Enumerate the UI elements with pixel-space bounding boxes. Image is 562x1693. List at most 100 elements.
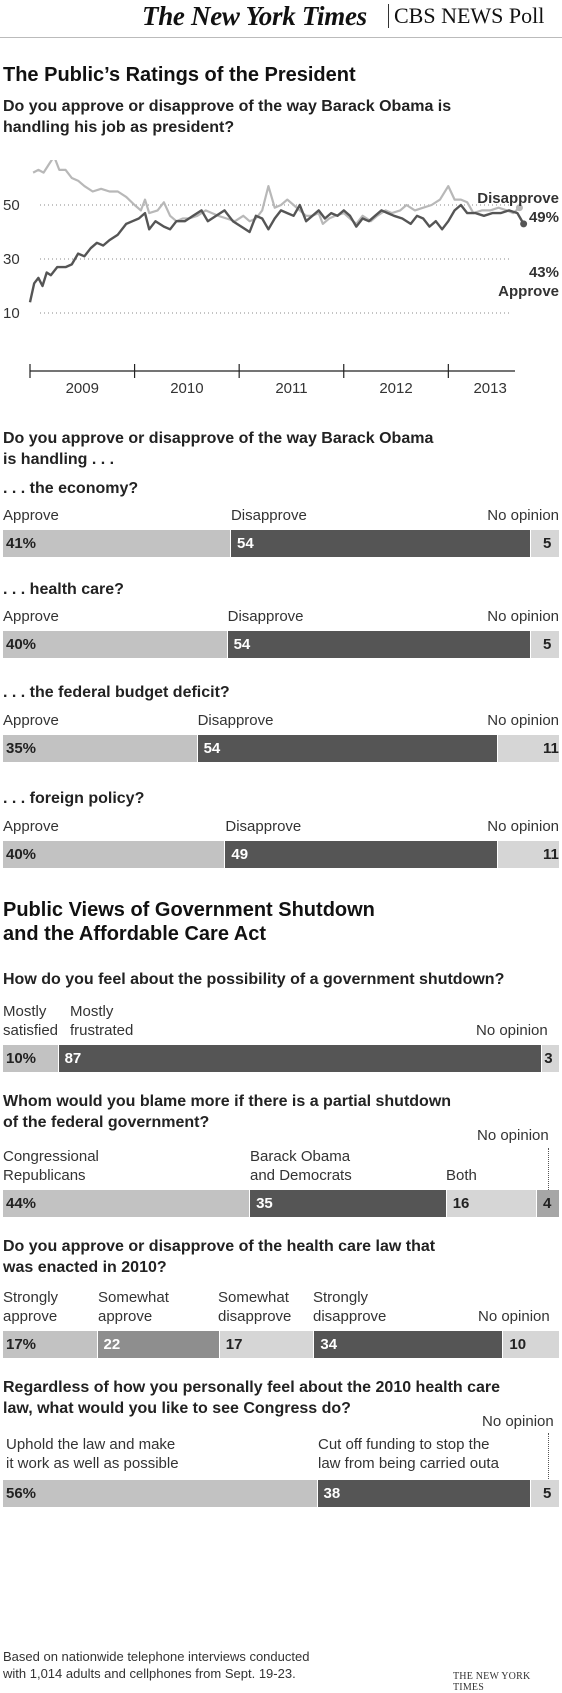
law-question-line1: Do you approve or disapprove of the heal… <box>3 1238 436 1255</box>
approve-line <box>28 203 525 303</box>
blame-bar: 44% 35 16 4 <box>3 1190 559 1217</box>
disapprove-end-dot <box>515 204 523 212</box>
issue-label-no-opinion: No opinion <box>487 507 559 524</box>
law-label-strongly-disapprove-2: disapprove <box>313 1308 387 1325</box>
bar-value-label: 38 <box>323 1485 341 1502</box>
y-tick-label: 50 <box>3 197 20 214</box>
section2-title-line2: and the Affordable Care Act <box>3 923 266 945</box>
issues-question-line1: Do you approve or disapprove of the way … <box>3 430 434 447</box>
disapprove-value: 49% <box>529 209 559 226</box>
bar-segment: 44% <box>3 1190 250 1217</box>
bar-segment: 17% <box>3 1331 97 1358</box>
shutdown-label-frustrated-2: frustrated <box>70 1022 134 1039</box>
bar-segment: 41% <box>3 530 230 557</box>
masthead: The New York Times CBS NEWS Poll <box>0 0 562 38</box>
issue-label-approve: Approve <box>3 818 59 835</box>
bar-value-label: 22 <box>103 1336 121 1353</box>
law-label-no-opinion: No opinion <box>478 1308 550 1325</box>
blame-label-democrats-2: and Democrats <box>250 1167 352 1184</box>
bar-value-label: 11 <box>542 740 559 757</box>
disapprove-line <box>32 160 521 225</box>
bar-segment: 11 <box>497 735 559 762</box>
issue-label-disapprove: Disapprove <box>230 507 307 524</box>
shutdown-bar: 10% 87 3 <box>3 1045 559 1072</box>
approve-label: Approve <box>498 283 559 300</box>
credit: THE NEW YORK TIMES <box>453 1671 531 1693</box>
bar-segment: 5 <box>530 1480 559 1507</box>
poll-name: CBS NEWS Poll <box>394 3 545 28</box>
bar-value-label: 5 <box>542 636 552 653</box>
bar-segment: 11 <box>497 841 559 868</box>
presidency-question-line1: Do you approve or disapprove of the way … <box>3 98 452 115</box>
bar-segment: 35 <box>250 1190 446 1217</box>
x-tick-label: 2010 <box>170 380 203 397</box>
issue-label-no-opinion: No opinion <box>487 712 559 729</box>
x-tick-label: 2011 <box>275 380 307 397</box>
law-label-somewhat-disapprove-2: disapprove <box>218 1308 292 1325</box>
bar-value-label: 41% <box>6 535 37 552</box>
bar-value-label: 4 <box>542 1195 552 1212</box>
issue-question: . . . the economy? <box>3 480 139 497</box>
blame-label-both: Both <box>446 1167 477 1184</box>
issue-label-disapprove: Disapprove <box>225 818 302 835</box>
bar-value-label: 3 <box>544 1050 553 1067</box>
law-bar: 17% 22 17 34 10 <box>3 1331 559 1358</box>
bar-segment: 5 <box>531 530 559 557</box>
law-label-strongly-disapprove-1: Strongly <box>313 1289 369 1306</box>
section2-title-line1: Public Views of Government Shutdown <box>3 899 375 921</box>
bar-segment: 5 <box>530 631 559 658</box>
footnote: Based on nationwide telephone interviews… <box>3 1648 309 1682</box>
bar-segment: 10% <box>3 1045 58 1072</box>
bar-segment: 87 <box>58 1045 542 1072</box>
bar-segment: 22 <box>97 1331 219 1358</box>
bar-value-label: 56% <box>6 1485 37 1502</box>
bar-value-label: 54 <box>203 740 221 757</box>
blame-label-democrats-1: Barack Obama <box>250 1148 351 1165</box>
bar-value-label: 40% <box>6 846 37 863</box>
bar-segment: 49 <box>225 841 497 868</box>
bar-segment: 56% <box>3 1480 317 1507</box>
congress-label-cutoff-2: law from being carried outa <box>318 1455 499 1472</box>
bar-value-label: 16 <box>452 1195 470 1212</box>
footnote-line1: Based on nationwide telephone interviews… <box>3 1649 310 1664</box>
bar-segment: 54 <box>197 735 497 762</box>
law-label-strongly-approve-1: Strongly <box>3 1289 59 1306</box>
bar-value-label: 5 <box>542 535 552 552</box>
approve-end-dot <box>520 220 528 228</box>
bar-value-label: 5 <box>542 1485 552 1502</box>
bar-segment: 54 <box>227 631 530 658</box>
congress-bar: 56% 38 5 <box>3 1480 559 1507</box>
section1-title: The Public’s Ratings of the President <box>3 64 356 86</box>
blame-question-line2: of the federal government? <box>3 1114 210 1131</box>
issue-label-no-opinion: No opinion <box>487 818 559 835</box>
bar-segment: 35% <box>3 735 197 762</box>
shutdown-label-satisfied-2: satisfied <box>3 1022 59 1039</box>
bar-segment: 34 <box>314 1331 503 1358</box>
issues-question-line2: is handling . . . <box>3 451 115 468</box>
bar-value-label: 44% <box>6 1195 37 1212</box>
issue-label-approve: Approve <box>3 507 59 524</box>
issue-label-approve: Approve <box>3 608 59 625</box>
bar-value-label: 40% <box>6 636 37 653</box>
x-tick-label: 2009 <box>66 380 99 397</box>
bar-value-label: 10% <box>6 1050 37 1067</box>
bar-segment: 17 <box>219 1331 314 1358</box>
issue-question: . . . the federal budget deficit? <box>3 684 230 701</box>
issue-bar: 35% 54 11 <box>3 735 559 762</box>
approval-line-chart: 70%50301020092010201120122013Disapprove4… <box>3 160 559 397</box>
bar-value-label: 87 <box>64 1050 82 1067</box>
x-tick-label: 2013 <box>473 380 506 397</box>
masthead-divider <box>388 4 389 28</box>
congress-label-cutoff-1: Cut off funding to stop the <box>318 1436 490 1453</box>
x-tick-label: 2012 <box>379 380 412 397</box>
bar-segment: 40% <box>3 631 227 658</box>
bar-segment: 16 <box>446 1190 536 1217</box>
law-question-line2: was enacted in 2010? <box>3 1259 167 1276</box>
congress-no-opinion-leader-line <box>548 1433 549 1481</box>
congress-question-line2: law, what would you like to see Congress… <box>3 1400 351 1417</box>
blame-label-republicans-1: Congressional <box>3 1148 99 1165</box>
bar-value-label: 49 <box>231 846 249 863</box>
approve-value: 43% <box>529 264 559 281</box>
masthead-rule <box>0 37 562 38</box>
issue-bar: 40% 54 5 <box>3 631 559 658</box>
